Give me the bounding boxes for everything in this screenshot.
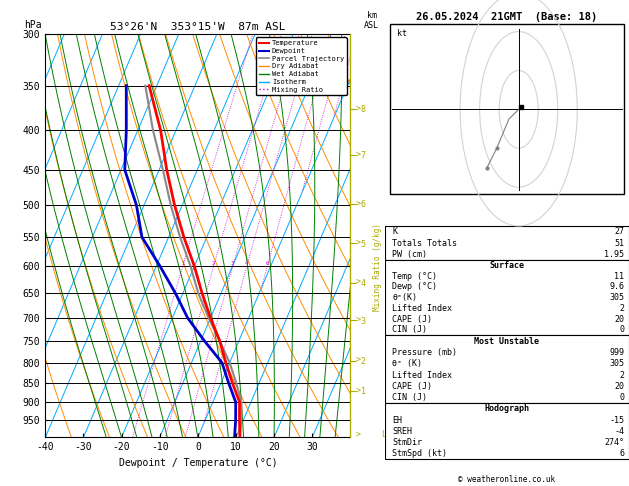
Bar [390,24,624,194]
Text: CIN (J): CIN (J) [392,326,427,334]
Bar [385,403,629,459]
Bar [385,335,629,403]
Text: >: > [356,386,361,395]
Text: CAPE (J): CAPE (J) [392,315,432,324]
Bar [385,260,629,335]
Text: Lifted Index: Lifted Index [392,304,452,313]
Text: StmSpd (kt): StmSpd (kt) [392,449,447,458]
Text: CAPE (J): CAPE (J) [392,382,432,391]
Text: >: > [356,278,361,287]
Text: Dewp (°C): Dewp (°C) [392,282,437,292]
Text: >: > [356,104,361,113]
Text: 26.05.2024  21GMT  (Base: 18): 26.05.2024 21GMT (Base: 18) [416,12,598,22]
Title: 53°26'N  353°15'W  87m ASL: 53°26'N 353°15'W 87m ASL [110,22,286,32]
Text: kt: kt [397,29,407,38]
Text: EH: EH [392,416,403,425]
Text: >: > [356,239,361,248]
Text: 2: 2 [212,261,215,266]
Text: 27: 27 [614,227,624,236]
Text: Totals Totals: Totals Totals [392,239,457,247]
Text: PW (cm): PW (cm) [392,250,427,259]
Text: Mixing Ratio (g/kg): Mixing Ratio (g/kg) [373,224,382,311]
Text: Hodograph: Hodograph [484,404,530,414]
Text: SREH: SREH [392,427,412,436]
Text: θᵉ (K): θᵉ (K) [392,359,422,368]
Text: Most Unstable: Most Unstable [474,336,540,346]
Text: Pressure (mb): Pressure (mb) [392,348,457,357]
Text: >: > [356,316,361,325]
Text: LCL: LCL [381,430,396,439]
Text: θᵉ(K): θᵉ(K) [392,293,417,302]
Text: -4: -4 [614,427,624,436]
Text: 274°: 274° [604,438,624,447]
Text: 6: 6 [265,261,269,266]
Text: >: > [356,199,361,208]
Bar [385,226,629,260]
Text: K: K [392,227,398,236]
Text: 3: 3 [231,261,235,266]
Text: 1: 1 [181,261,184,266]
Text: km
ASL: km ASL [364,11,379,30]
Text: Lifted Index: Lifted Index [392,370,452,380]
Text: 0: 0 [619,393,624,402]
Text: 0: 0 [619,326,624,334]
Text: hPa: hPa [24,20,42,30]
Text: StmDir: StmDir [392,438,422,447]
Text: 2: 2 [619,304,624,313]
Text: CIN (J): CIN (J) [392,393,427,402]
Text: 4: 4 [245,261,248,266]
Text: 305: 305 [609,359,624,368]
Text: >: > [356,356,361,365]
Text: 1.95: 1.95 [604,250,624,259]
Text: -15: -15 [609,416,624,425]
Text: 51: 51 [614,239,624,247]
Text: 11: 11 [614,272,624,280]
Text: 6: 6 [619,449,624,458]
Text: 20: 20 [614,382,624,391]
Legend: Temperature, Dewpoint, Parcel Trajectory, Dry Adiabat, Wet Adiabat, Isotherm, Mi: Temperature, Dewpoint, Parcel Trajectory… [256,37,347,95]
Text: >: > [356,430,361,439]
Text: 305: 305 [609,293,624,302]
Text: © weatheronline.co.uk: © weatheronline.co.uk [459,474,555,484]
Text: 999: 999 [609,348,624,357]
Text: >: > [356,150,361,159]
Text: Surface: Surface [489,261,525,270]
Text: Temp (°C): Temp (°C) [392,272,437,280]
Text: 20: 20 [614,315,624,324]
Text: 2: 2 [619,370,624,380]
X-axis label: Dewpoint / Temperature (°C): Dewpoint / Temperature (°C) [118,458,277,468]
Text: 9.6: 9.6 [609,282,624,292]
